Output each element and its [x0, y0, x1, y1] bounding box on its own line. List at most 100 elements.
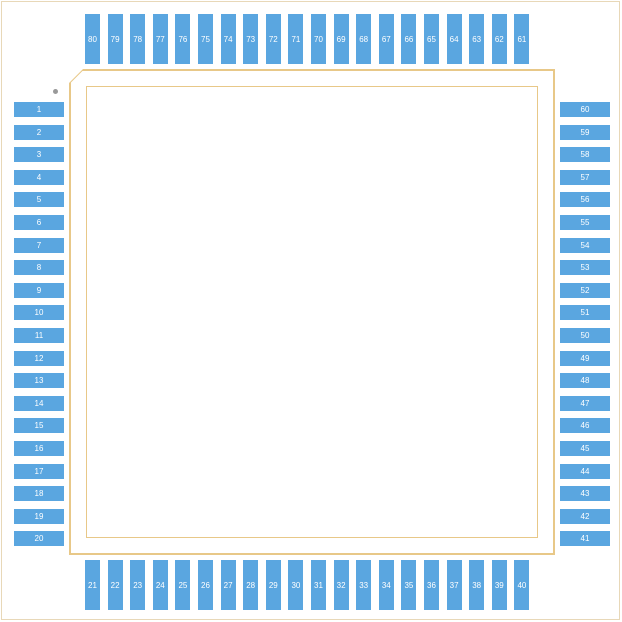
pin-1: 1: [14, 102, 64, 117]
pin-label: 2: [37, 128, 41, 137]
pin-70: 70: [311, 14, 326, 64]
pin-25: 25: [175, 560, 190, 610]
pin-label: 15: [35, 421, 44, 430]
pin-label: 70: [314, 35, 323, 44]
pin-label: 4: [37, 173, 41, 182]
pin-label: 76: [178, 35, 187, 44]
pin-3: 3: [14, 147, 64, 162]
pin-label: 32: [337, 581, 346, 590]
pin-label: 75: [201, 35, 210, 44]
pin-35: 35: [401, 560, 416, 610]
pin-28: 28: [243, 560, 258, 610]
pin-label: 66: [404, 35, 413, 44]
pin-33: 33: [356, 560, 371, 610]
pin-label: 60: [581, 105, 590, 114]
pin-7: 7: [14, 238, 64, 253]
pin-66: 66: [401, 14, 416, 64]
pin-label: 71: [291, 35, 300, 44]
pin-label: 79: [111, 35, 120, 44]
pin-19: 19: [14, 509, 64, 524]
pin-label: 33: [359, 581, 368, 590]
pin-label: 24: [156, 581, 165, 590]
pin-label: 77: [156, 35, 165, 44]
pin-77: 77: [153, 14, 168, 64]
pin-label: 25: [178, 581, 187, 590]
pin-18: 18: [14, 486, 64, 501]
pin-label: 34: [382, 581, 391, 590]
pin-42: 42: [560, 509, 610, 524]
pin-29: 29: [266, 560, 281, 610]
pin-label: 11: [35, 331, 43, 340]
pin-label: 43: [581, 489, 590, 498]
pin-label: 78: [133, 35, 142, 44]
pin-72: 72: [266, 14, 281, 64]
pin-27: 27: [221, 560, 236, 610]
pin-label: 5: [37, 195, 41, 204]
pin-label: 47: [581, 399, 590, 408]
pin-17: 17: [14, 464, 64, 479]
pin-label: 27: [224, 581, 233, 590]
pin-label: 54: [581, 241, 590, 250]
pin-34: 34: [379, 560, 394, 610]
pin-label: 16: [35, 444, 44, 453]
pin-label: 20: [35, 534, 44, 543]
pin-20: 20: [14, 531, 64, 546]
pin-label: 6: [37, 218, 41, 227]
pin-label: 59: [581, 128, 590, 137]
pin-label: 12: [35, 354, 44, 363]
pin-50: 50: [560, 328, 610, 343]
pin1-chamfer: [69, 69, 89, 89]
pin-label: 30: [291, 581, 300, 590]
pin-label: 72: [269, 35, 278, 44]
pin-label: 26: [201, 581, 210, 590]
pin-label: 8: [37, 263, 41, 272]
pin-label: 49: [581, 354, 590, 363]
pin-label: 62: [495, 35, 504, 44]
pin-5: 5: [14, 192, 64, 207]
pin-label: 31: [314, 581, 323, 590]
pin-label: 36: [427, 581, 436, 590]
pin-label: 13: [35, 376, 44, 385]
pin-label: 61: [517, 35, 526, 44]
pin-label: 52: [581, 286, 590, 295]
pin-54: 54: [560, 238, 610, 253]
pin-label: 45: [581, 444, 590, 453]
pin-label: 21: [88, 581, 97, 590]
pin-label: 9: [37, 286, 41, 295]
pin-64: 64: [447, 14, 462, 64]
pin-52: 52: [560, 283, 610, 298]
pin-label: 35: [404, 581, 413, 590]
pin-label: 65: [427, 35, 436, 44]
pin-21: 21: [85, 560, 100, 610]
pin-45: 45: [560, 441, 610, 456]
pin-label: 57: [581, 173, 590, 182]
pin-label: 63: [472, 35, 481, 44]
package-inner-frame: [86, 86, 538, 538]
pin-label: 68: [359, 35, 368, 44]
pin-30: 30: [288, 560, 303, 610]
pin-13: 13: [14, 373, 64, 388]
pin-label: 18: [35, 489, 44, 498]
pin-51: 51: [560, 305, 610, 320]
pin-32: 32: [334, 560, 349, 610]
pin-label: 38: [472, 581, 481, 590]
pin-label: 48: [581, 376, 590, 385]
pin-label: 37: [450, 581, 459, 590]
pin-6: 6: [14, 215, 64, 230]
pin-43: 43: [560, 486, 610, 501]
pin-62: 62: [492, 14, 507, 64]
pin1-dot: [53, 89, 58, 94]
pin-68: 68: [356, 14, 371, 64]
pin-label: 29: [269, 581, 278, 590]
pin-label: 69: [337, 35, 346, 44]
pin-47: 47: [560, 396, 610, 411]
pin-31: 31: [311, 560, 326, 610]
pin-38: 38: [469, 560, 484, 610]
pin-71: 71: [288, 14, 303, 64]
pin-label: 64: [450, 35, 459, 44]
pin-label: 1: [37, 105, 41, 114]
pin-label: 3: [37, 150, 41, 159]
pin-73: 73: [243, 14, 258, 64]
pin-63: 63: [469, 14, 484, 64]
pin-46: 46: [560, 418, 610, 433]
